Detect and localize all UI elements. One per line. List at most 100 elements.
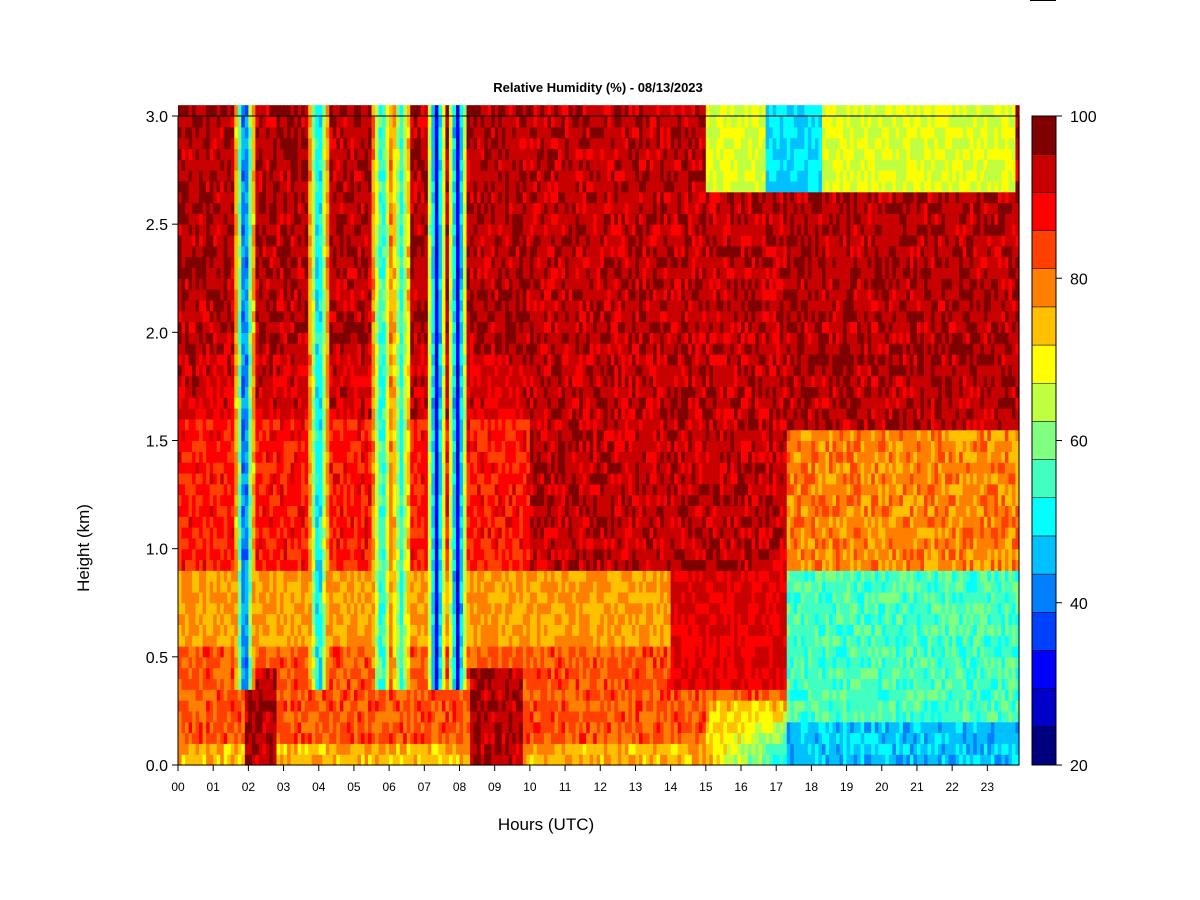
heatmap-cell [199,710,204,723]
heatmap-cell [382,689,387,701]
heatmap-cell [223,754,228,766]
heatmap-cell [427,321,432,333]
heatmap-cell [368,332,373,344]
heatmap-cell [441,180,447,193]
heatmap-cell [360,397,366,409]
heatmap-cell [276,516,281,528]
heatmap-cell [209,559,214,571]
heatmap-cell [445,256,450,269]
heatmap-cell [368,656,373,669]
heatmap-cell [336,483,341,496]
heatmap-cell [185,548,190,561]
heatmap-cell [188,353,193,366]
heatmap-cell [294,245,299,258]
heatmap-cell [297,386,302,398]
heatmap-cell [230,408,235,420]
heatmap-cell [399,591,404,604]
heatmap-cell [371,537,376,550]
heatmap-cell [322,105,327,117]
heatmap-cell [178,397,183,409]
heatmap-cell [413,451,418,463]
heatmap-cell [301,224,306,236]
heatmap-cell [329,224,334,236]
heatmap-cell [434,224,439,236]
heatmap-cell [385,678,390,690]
heatmap-cell [178,137,183,150]
heatmap-cell [406,483,411,496]
heatmap-cell [410,472,415,485]
heatmap-cell [385,505,390,517]
heatmap-cell [382,267,387,279]
heatmap-cell [364,148,369,160]
heatmap-cell [315,472,320,485]
heatmap-cell [273,559,278,571]
heatmap-cell [308,386,313,398]
heatmap-cell [441,754,447,766]
heatmap-cell [413,418,418,431]
heatmap-cell [336,202,341,214]
heatmap-cell [441,537,447,550]
heatmap-cell [318,202,323,214]
heatmap-cell [255,527,260,539]
heatmap-cell [389,462,394,474]
heatmap-cell [396,700,401,712]
heatmap-cell [445,667,450,680]
heatmap-cell [438,440,443,452]
heatmap-cell [410,267,415,279]
heatmap-cell [269,137,274,150]
heatmap-cell [244,602,249,615]
heatmap-cell [389,343,394,355]
heatmap-cell [329,646,334,658]
heatmap-cell [325,180,330,193]
heatmap-cell [216,137,221,150]
heatmap-cell [315,537,320,550]
heatmap-cell [353,732,359,744]
heatmap-cell [360,245,366,258]
heatmap-cell [255,646,260,658]
heatmap-cell [445,462,450,474]
heatmap-cell [269,332,274,344]
heatmap-cell [438,505,443,517]
heatmap-cell [287,581,292,593]
heatmap-cell [364,159,369,171]
heatmap-cell [459,105,464,117]
heatmap-cell [452,397,457,409]
heatmap-cell [181,602,186,615]
heatmap-cell [195,559,200,571]
heatmap-cell [311,397,316,409]
heatmap-cell [417,202,422,214]
heatmap-cell [378,278,383,290]
heatmap-cell [181,689,186,701]
heatmap-cell [406,191,411,204]
heatmap-cell [262,516,267,528]
heatmap-cell [202,278,207,290]
heatmap-cell [332,343,337,355]
heatmap-cell [216,483,221,496]
heatmap-cell [459,667,464,680]
heatmap-cell [262,689,267,701]
heatmap-cell [311,678,316,690]
heatmap-cell [459,202,464,214]
heatmap-cell [185,299,190,312]
heatmap-cell [287,256,292,269]
heatmap-cell [276,483,281,496]
heatmap-cell [241,624,246,636]
heatmap-cell [294,364,299,377]
heatmap-cell [248,591,253,604]
heatmap-cell [346,202,352,214]
heatmap-cell [431,159,436,171]
heatmap-cell [441,332,447,344]
heatmap-cell [463,667,468,680]
heatmap-cell [445,202,450,214]
heatmap-cell [294,462,299,474]
heatmap-cell [459,537,464,550]
heatmap-cell [283,516,288,528]
heatmap-cell [368,137,373,150]
heatmap-cell [283,343,288,355]
heatmap-cell [329,332,334,344]
heatmap-cell [195,689,200,701]
heatmap-cell [424,527,429,539]
heatmap-cell [237,548,242,561]
heatmap-cell [230,635,235,647]
heatmap-cell [262,213,267,225]
